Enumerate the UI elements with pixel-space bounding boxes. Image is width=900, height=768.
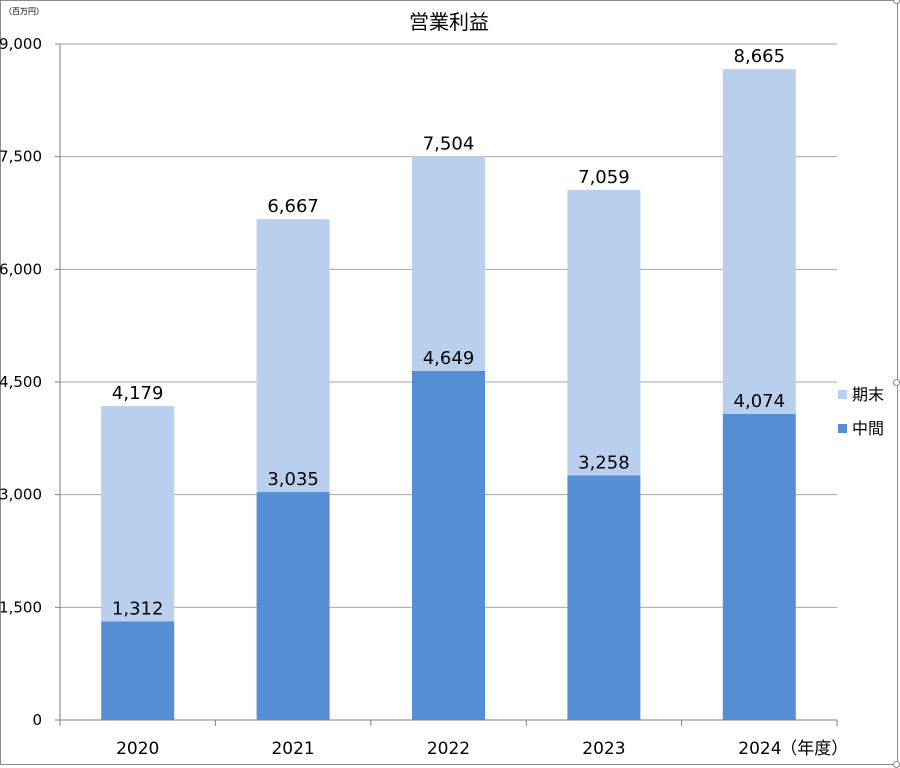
x-axis-tick-label: 2020: [116, 739, 159, 759]
bars: [101, 69, 796, 720]
data-label: 3,258: [578, 452, 630, 473]
x-axis-unit-label: （年度）: [780, 739, 848, 759]
legend-label: 期末: [852, 385, 884, 404]
x-axis-tick-label: 2022: [427, 739, 470, 759]
y-axis-tick-label: 0: [32, 711, 42, 729]
bar-interim-2022: [412, 370, 485, 720]
data-label: 7,059: [578, 167, 630, 188]
bar-yearend-2022: [412, 156, 485, 371]
bar-yearend-2020: [101, 406, 175, 622]
data-label: 4,074: [734, 391, 786, 412]
data-label: 1,312: [112, 598, 164, 619]
y-axis-tick-label: 1,500: [0, 598, 42, 616]
chart-title: 営業利益: [409, 10, 489, 34]
y-axis-tick-label: 6,000: [0, 260, 42, 278]
bar-yearend-2024: [722, 69, 796, 414]
data-label: 4,649: [423, 348, 475, 369]
y-axis-tick-label: 7,500: [0, 148, 42, 166]
legend-swatch: [838, 390, 847, 399]
bar-interim-2021: [256, 492, 330, 720]
y-axis-tick-label: 3,000: [0, 486, 42, 504]
y-axis-tick-label: 4,500: [0, 373, 42, 391]
x-axis-tick-label: 2023: [582, 739, 625, 759]
axes: 0 1,500 3,000 4,500 6,000 7,500 9,000 2020 2021 2…: [0, 35, 848, 759]
x-axis-tick-label: 2021: [271, 739, 314, 759]
legend-label: 中間: [852, 419, 884, 438]
data-label: 7,504: [423, 133, 475, 154]
bar-yearend-2023: [567, 189, 641, 476]
y-axis-unit-label: （百万円）: [4, 7, 44, 16]
data-labels: 1,312 4,179 3,035 6,667 4,649 7,504 3,258 7,059…: [112, 46, 785, 619]
x-axis-tick-label: 2024: [738, 739, 781, 759]
legend-swatch: [838, 424, 847, 433]
bar-interim-2023: [567, 475, 641, 720]
y-axis-tick-label: 9,000: [0, 35, 42, 53]
data-label: 3,035: [267, 469, 319, 490]
data-label: 4,179: [112, 383, 164, 404]
bar-yearend-2021: [256, 219, 330, 493]
data-label: 8,665: [734, 46, 786, 67]
bar-interim-2020: [101, 621, 175, 720]
bar-interim-2024: [722, 413, 796, 720]
data-label: 6,667: [267, 196, 319, 217]
